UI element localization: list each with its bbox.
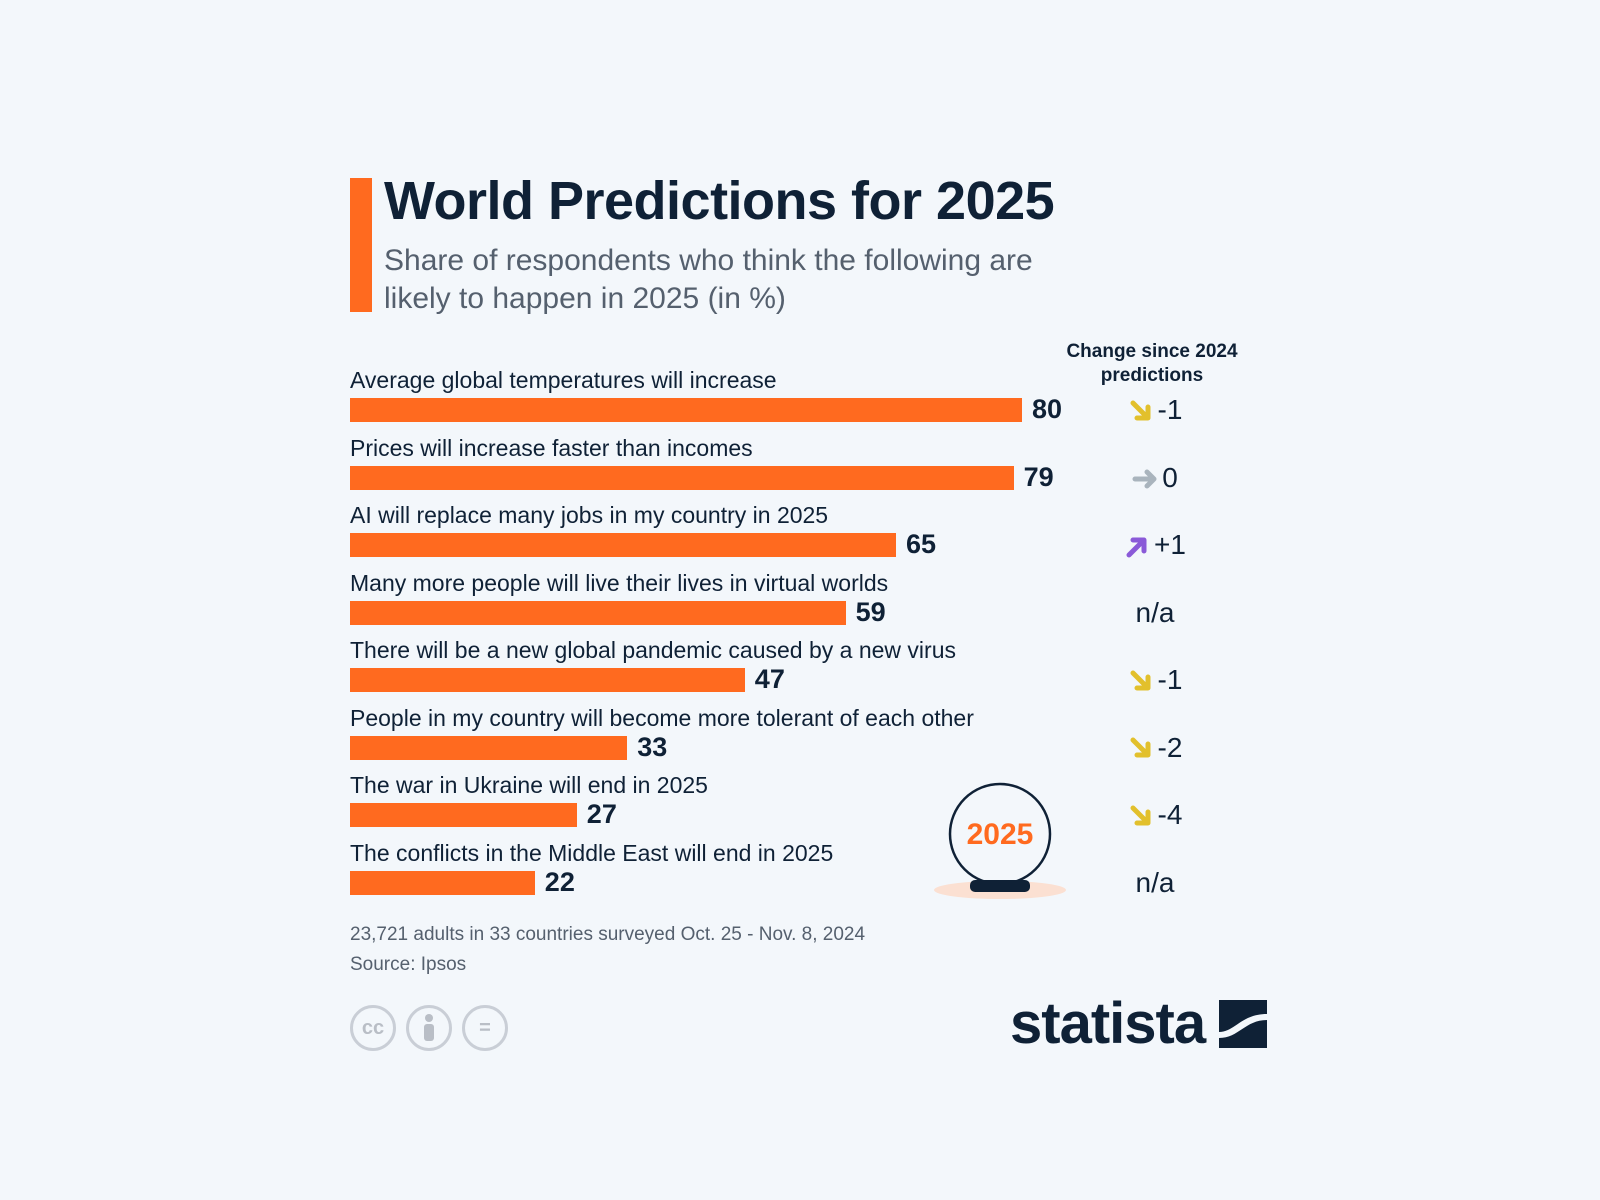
change-text: n/a xyxy=(1135,596,1175,628)
trend-flat-arrow-icon xyxy=(1132,465,1160,493)
change-text: -4 xyxy=(1157,799,1183,830)
bar-row: AI will replace many jobs in my country … xyxy=(350,502,1250,570)
category-label: Prices will increase faster than incomes xyxy=(350,434,753,461)
statista-logo-text: statista xyxy=(1010,991,1206,1056)
category-label: There will be a new global pandemic caus… xyxy=(350,637,956,663)
bar-value-label: 47 xyxy=(754,664,785,694)
title-accent-bar xyxy=(350,178,372,312)
bar-row: The conflicts in the Middle East will en… xyxy=(350,840,1250,908)
bar-value-label: 33 xyxy=(637,731,668,762)
bar-row: There will be a new global pandemic caus… xyxy=(350,637,1250,705)
category-label: Average global temperatures will increas… xyxy=(350,367,777,393)
bar-row: Many more people will live their lives i… xyxy=(350,570,1250,638)
change-text: +1 xyxy=(1154,529,1186,560)
footnotes: 23,721 adults in 33 countries surveyed O… xyxy=(350,920,865,980)
change-value: -2 xyxy=(1070,732,1240,764)
bar-value-label: 59 xyxy=(855,596,886,627)
no-derivatives-icon[interactable]: = xyxy=(462,1005,508,1051)
bar xyxy=(350,668,745,692)
chart-title: World Predictions for 2025 xyxy=(384,171,1055,231)
change-text: -2 xyxy=(1157,731,1183,763)
bar-row: People in my country will become more to… xyxy=(350,705,1250,773)
change-text: -1 xyxy=(1157,394,1183,425)
statista-logo-mark-icon xyxy=(1219,999,1268,1048)
change-value: n/a xyxy=(1070,597,1240,629)
crystal-ball-icon: 2025 xyxy=(930,782,1070,902)
trend-up-arrow-icon xyxy=(1124,533,1152,561)
change-value: -1 xyxy=(1070,394,1240,426)
change-column-header: Change since 2024 predictions xyxy=(1066,341,1238,386)
infographic-card: World Predictions for 2025 Share of resp… xyxy=(350,170,1268,1070)
category-label: The war in Ukraine will end in 2025 xyxy=(350,772,708,798)
trend-down-arrow-icon xyxy=(1128,398,1156,426)
bar-value-label: 79 xyxy=(1023,461,1054,492)
bar xyxy=(350,600,846,625)
change-value: -1 xyxy=(1070,664,1240,696)
change-value: 0 xyxy=(1070,462,1240,494)
cc-icon[interactable]: cc xyxy=(350,1005,396,1051)
source-note: Source: Ipsos xyxy=(350,954,467,975)
change-text: 0 xyxy=(1162,461,1178,493)
bar-value-label: 80 xyxy=(1032,394,1063,424)
category-label: AI will replace many jobs in my country … xyxy=(350,502,829,528)
license-icons: cc = xyxy=(350,1005,508,1051)
bar xyxy=(350,803,577,827)
bar-row: Average global temperatures will increas… xyxy=(350,367,1250,435)
bar-value-label: 22 xyxy=(544,866,575,897)
change-value: -4 xyxy=(1070,799,1240,831)
cc-glyph: cc xyxy=(361,1016,385,1039)
survey-note: 23,721 adults in 33 countries surveyed O… xyxy=(350,924,866,945)
bar xyxy=(350,465,1014,490)
bar xyxy=(350,870,535,895)
change-value: n/a xyxy=(1070,867,1240,899)
attribution-icon[interactable] xyxy=(406,1005,452,1051)
bar xyxy=(350,735,628,760)
crystal-ball-label: 2025 xyxy=(967,818,1034,851)
bar-row: The war in Ukraine will end in 2025 27 -4 xyxy=(350,772,1250,840)
nd-glyph: = xyxy=(479,1016,491,1039)
bar xyxy=(350,533,896,557)
trend-down-arrow-icon xyxy=(1128,668,1156,696)
trend-down-arrow-icon xyxy=(1128,803,1156,831)
trend-down-arrow-icon xyxy=(1128,735,1156,763)
bar xyxy=(350,398,1022,422)
category-label: People in my country will become more to… xyxy=(350,704,974,731)
bar-value-label: 27 xyxy=(586,799,617,829)
category-label: Many more people will live their lives i… xyxy=(350,569,889,596)
statista-logo[interactable]: statista xyxy=(1010,990,1268,1057)
change-text: -1 xyxy=(1157,664,1183,695)
bar-row: Prices will increase faster than incomes… xyxy=(350,435,1250,503)
chart-subtitle: Share of respondents who think the follo… xyxy=(384,244,1033,315)
change-value: +1 xyxy=(1070,529,1240,561)
change-text: n/a xyxy=(1135,866,1175,898)
category-label: The conflicts in the Middle East will en… xyxy=(350,839,834,866)
bar-value-label: 65 xyxy=(906,529,937,559)
